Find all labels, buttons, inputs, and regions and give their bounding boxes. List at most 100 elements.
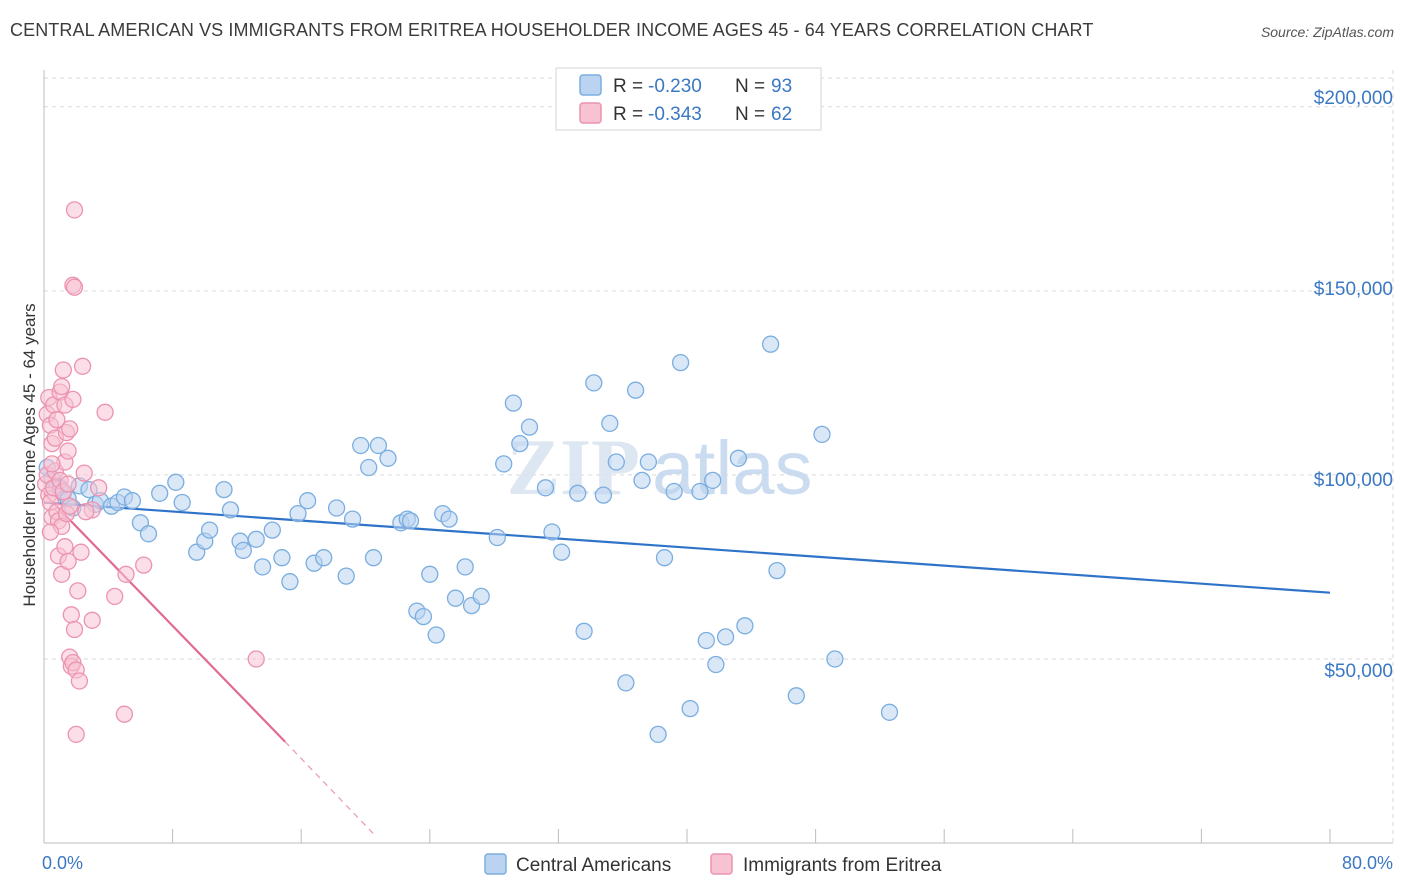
point-eritrea (54, 361, 72, 379)
point-central-american (151, 484, 169, 502)
point-central-american (401, 512, 420, 530)
point-central-american (649, 725, 667, 744)
point-central-american (761, 335, 780, 353)
legend-r-value: -0.343 (648, 104, 702, 125)
point-central-american (495, 455, 513, 473)
point-central-american (327, 499, 346, 517)
point-central-american (427, 626, 445, 644)
point-eritrea (61, 497, 79, 515)
y-tick-label: $150,000 (1314, 279, 1393, 300)
series-legend-label-blue: Central Americans (516, 855, 671, 876)
point-central-american (446, 589, 465, 607)
point-central-american (813, 425, 831, 444)
point-central-american (601, 414, 619, 433)
point-central-american (379, 449, 397, 467)
point-central-american (787, 687, 805, 705)
series-legend: Central Americans Immigrants from Eritre… (484, 853, 942, 876)
point-eritrea (65, 620, 84, 639)
point-central-american (247, 530, 265, 548)
point-central-american (681, 699, 699, 718)
point-eritrea (61, 420, 79, 438)
point-eritrea (53, 377, 71, 396)
point-eritrea (48, 411, 66, 429)
point-central-american (488, 528, 506, 547)
point-eritrea (70, 672, 89, 690)
chart-title: CENTRAL AMERICAN VS IMMIGRANTS FROM ERIT… (10, 20, 1094, 40)
legend-r-label: R = (613, 104, 643, 125)
point-central-american (221, 501, 240, 519)
point-central-american (289, 504, 307, 523)
point-central-american (456, 558, 474, 576)
point-central-american (263, 521, 281, 539)
point-central-american (655, 549, 674, 567)
point-eritrea (59, 442, 77, 460)
point-central-american (691, 482, 709, 501)
point-eritrea (96, 403, 114, 421)
trend-line-eritrea-extension (284, 741, 374, 835)
point-central-american (880, 703, 899, 721)
point-central-american (360, 458, 378, 477)
legend-swatch-pink (579, 102, 602, 124)
point-central-american (552, 543, 571, 561)
point-central-american (352, 436, 370, 455)
point-central-american (665, 482, 683, 501)
point-eritrea (65, 278, 84, 296)
point-central-american (575, 622, 593, 640)
legend-box: R = -0.230 N = 93 R = -0.343 N = 62 (555, 67, 822, 131)
point-eritrea (56, 538, 74, 556)
point-eritrea (72, 543, 90, 561)
point-central-american (504, 394, 523, 412)
point-central-american (343, 510, 362, 528)
axes (43, 70, 1393, 844)
point-central-american (671, 353, 690, 372)
point-eritrea (106, 587, 124, 606)
point-central-american (421, 565, 439, 583)
point-central-american (569, 484, 587, 502)
y-axis-title: Householder Income Ages 45 - 64 years (20, 303, 39, 606)
source-label: Source: ZipAtlas.com (1260, 24, 1394, 40)
point-eritrea (115, 705, 134, 723)
series-legend-swatch-blue (484, 853, 507, 875)
point-central-american (369, 436, 388, 455)
point-central-american (768, 561, 786, 580)
point-central-american (520, 418, 539, 436)
point-central-american (729, 449, 748, 467)
point-eritrea (90, 479, 108, 497)
point-central-american (215, 480, 233, 499)
point-eritrea (69, 582, 87, 600)
point-central-american (617, 674, 635, 692)
point-eritrea (135, 556, 153, 574)
point-central-american (414, 607, 433, 626)
point-eritrea (75, 464, 93, 482)
point-central-american (594, 486, 613, 504)
point-eritrea (65, 201, 84, 219)
x-tick-label-max: 80.0% (1342, 853, 1393, 873)
point-central-american (716, 628, 735, 646)
point-eritrea (117, 565, 135, 583)
trend-line-central-american (43, 501, 1331, 594)
point-central-american (511, 434, 529, 453)
series-legend-swatch-pink (710, 853, 733, 875)
legend-r-label: R = (613, 76, 643, 97)
point-central-american (472, 587, 490, 606)
point-eritrea (59, 552, 77, 571)
point-central-american (173, 493, 191, 512)
point-eritrea (83, 611, 101, 629)
point-eritrea (43, 455, 61, 473)
x-tick-label-min: 0.0% (42, 853, 83, 873)
point-central-american (200, 521, 219, 539)
trend-lines (43, 492, 1331, 835)
point-central-american (697, 631, 715, 650)
legend-r-value: -0.230 (648, 76, 702, 97)
point-central-american (337, 567, 355, 585)
y-tick-label: $200,000 (1314, 88, 1393, 109)
point-eritrea (64, 390, 82, 409)
legend-swatch-blue (579, 74, 602, 96)
point-central-american (281, 573, 299, 591)
trend-line-eritrea (43, 492, 286, 743)
point-central-american (704, 471, 722, 490)
point-eritrea (59, 475, 77, 493)
point-eritrea (73, 357, 92, 375)
point-central-american (543, 523, 561, 541)
